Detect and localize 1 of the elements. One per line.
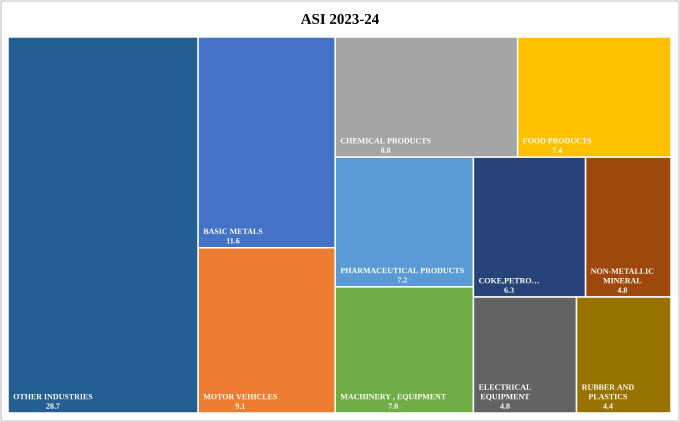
text: ASI 2023-24 xyxy=(300,14,379,24)
